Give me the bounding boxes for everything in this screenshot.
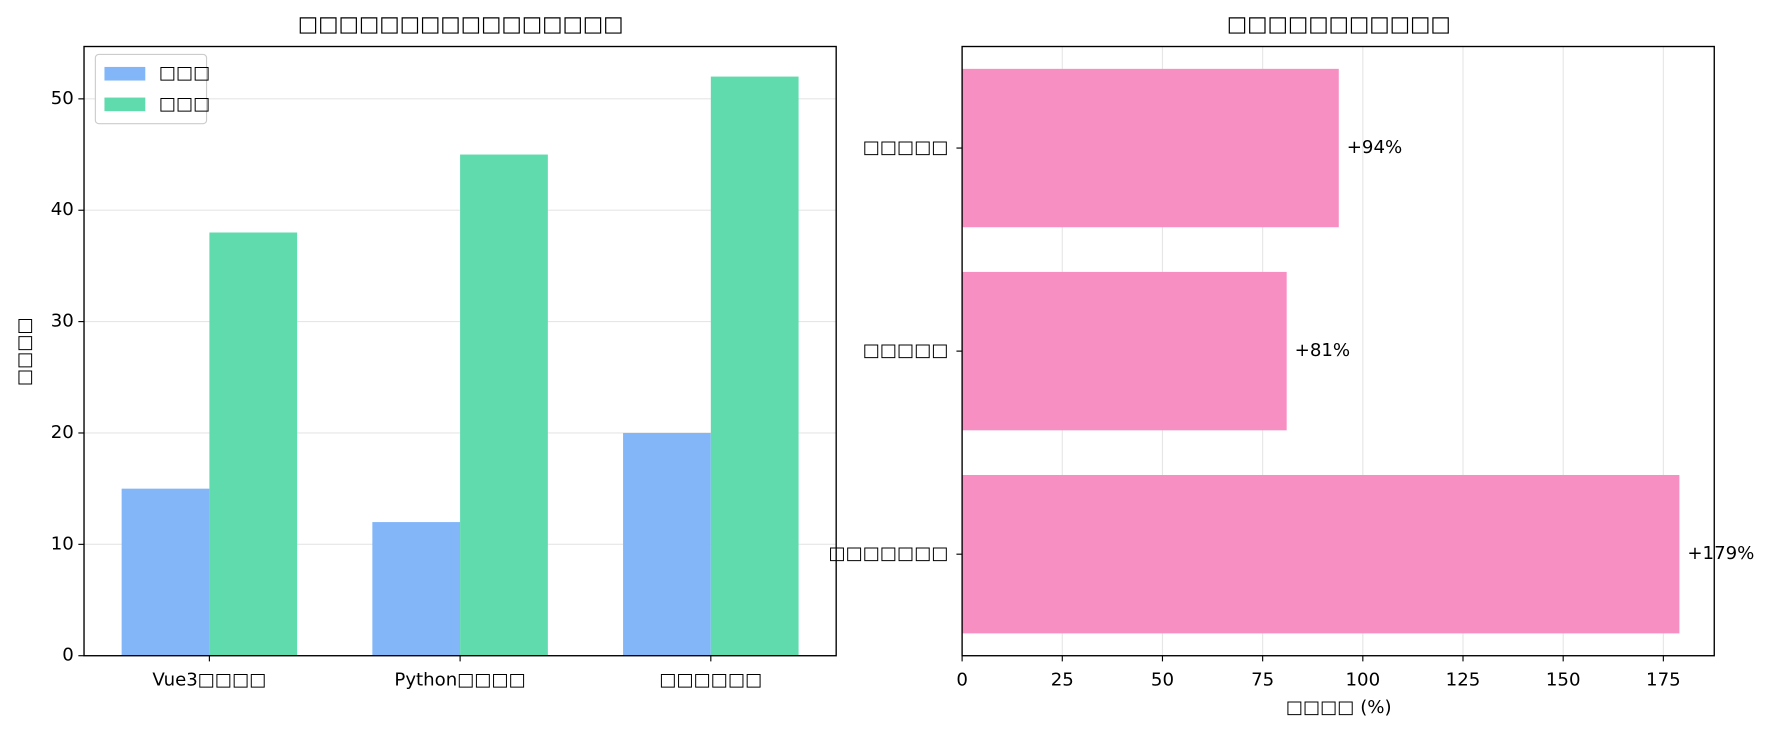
x-tick-label: Vue3□□□□ [152,670,266,691]
legend-swatch [104,66,146,81]
x-tick-label: 50 [1151,670,1174,691]
x-tick-label: 75 [1251,670,1274,691]
bar [710,76,799,656]
y-tick-label: 50 [51,88,74,109]
plot-frame [961,45,1715,657]
chart-title: □□□□□□□□□□□□□□□□ [298,12,624,37]
x-tick-label: 0 [956,670,968,691]
value-label: +94% [1347,137,1403,158]
legend-label: □□□ [159,93,210,114]
y-tick-label: 0 [62,645,74,666]
value-label: +179% [1687,543,1754,564]
bar [460,154,548,656]
x-tick-label: 150 [1546,670,1581,691]
plot-frame [83,45,837,657]
y-tick-label: 20 [51,422,74,443]
y-tick-label: 10 [51,533,74,554]
x-tick-label: □□□□□□ [659,670,762,691]
legend-label: □□□ [159,63,210,84]
x-tick-label: 100 [1346,670,1381,691]
x-tick-label: Python□□□□ [394,670,525,691]
y-tick-label: 40 [51,199,74,220]
y-tick-label: 30 [51,311,74,332]
y-tick-label: □□□□□ [863,340,949,361]
legend-swatch [104,97,146,112]
y-tick-label: □□□□□□□ [829,543,949,564]
bar [121,488,210,656]
bar [209,232,298,656]
chart-title: □□□□□□□□□□□ [1227,12,1451,37]
bar [372,522,461,656]
bar [962,474,1680,634]
y-tick-label: □□□□□ [863,137,949,158]
x-tick-label: 125 [1446,670,1481,691]
bar [962,68,1339,228]
x-axis-label: □□□□ (%) [1286,697,1392,718]
bar [962,271,1287,431]
value-label: +81% [1295,340,1351,361]
x-tick-label: 175 [1646,670,1681,691]
x-tick-label: 25 [1051,670,1074,691]
y-axis-label: □□□□ [14,317,35,386]
bar [623,432,711,656]
